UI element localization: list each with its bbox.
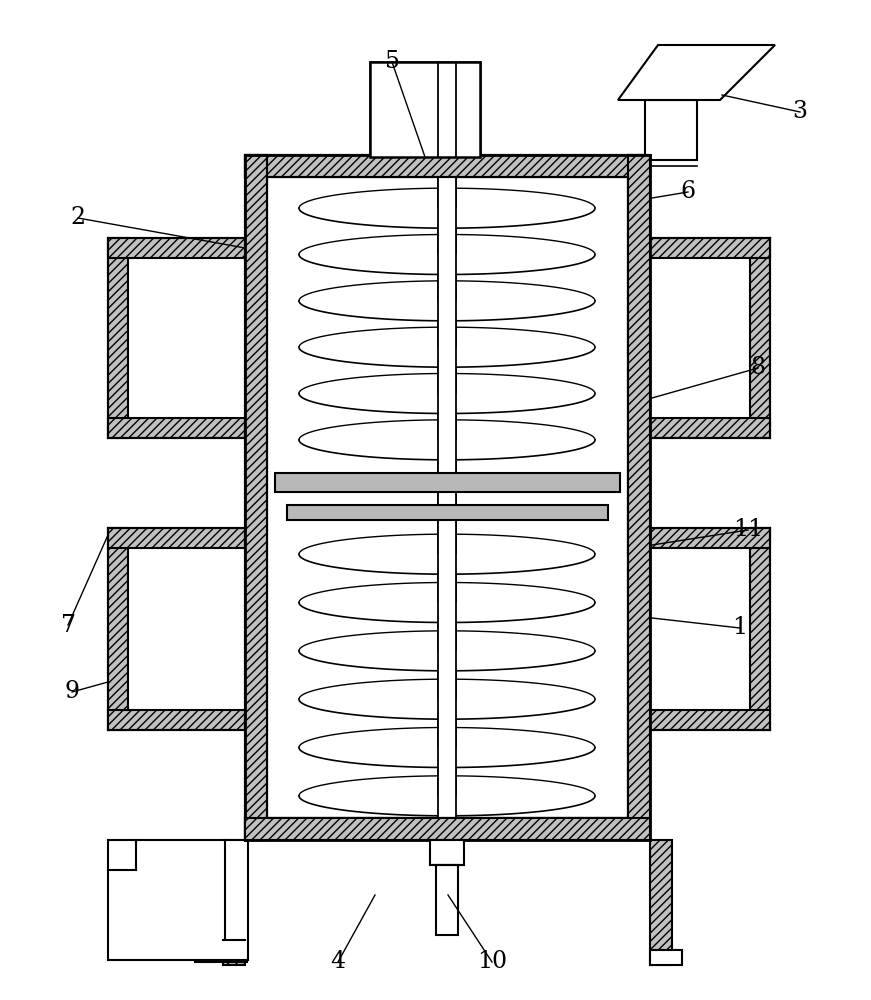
Bar [650, 548, 750, 710]
Bar [430, 840, 464, 865]
Bar [195, 940, 247, 962]
Bar [275, 473, 620, 492]
Bar [267, 177, 628, 818]
Bar [287, 505, 608, 520]
Bar [245, 155, 267, 840]
Bar [650, 528, 770, 548]
Bar [108, 238, 245, 258]
Bar [128, 548, 245, 710]
Bar [245, 155, 650, 177]
Bar [650, 840, 672, 965]
Text: 9: 9 [64, 680, 79, 704]
Bar [370, 62, 480, 157]
Bar [628, 155, 650, 840]
Text: 8: 8 [751, 357, 766, 379]
Text: 6: 6 [680, 180, 696, 204]
Bar [245, 818, 650, 840]
Bar [108, 528, 245, 548]
Bar [645, 100, 697, 160]
Text: 7: 7 [60, 613, 76, 637]
Bar [650, 238, 770, 258]
Text: 1: 1 [733, 616, 747, 640]
Bar [650, 710, 770, 730]
Bar [650, 950, 682, 965]
Text: 11: 11 [733, 518, 763, 542]
Bar [108, 710, 245, 730]
Bar [438, 177, 456, 818]
Bar [750, 528, 770, 730]
Bar [436, 865, 458, 935]
Text: 4: 4 [330, 950, 346, 974]
Bar [245, 818, 650, 840]
Polygon shape [618, 45, 775, 100]
Text: 3: 3 [793, 101, 807, 123]
Bar [650, 258, 750, 418]
Bar [223, 840, 245, 965]
Bar [245, 155, 650, 177]
Bar [650, 418, 770, 438]
Bar [370, 62, 480, 157]
Bar [750, 238, 770, 438]
Bar [108, 238, 128, 438]
Bar [108, 418, 245, 438]
Bar [245, 155, 267, 840]
Text: 2: 2 [71, 207, 85, 230]
Bar [245, 818, 650, 840]
Bar [438, 62, 456, 848]
Bar [128, 258, 245, 418]
Text: 10: 10 [477, 950, 507, 974]
Bar [108, 840, 248, 960]
Bar [108, 528, 128, 730]
Text: 5: 5 [384, 50, 400, 74]
Bar [628, 155, 650, 840]
